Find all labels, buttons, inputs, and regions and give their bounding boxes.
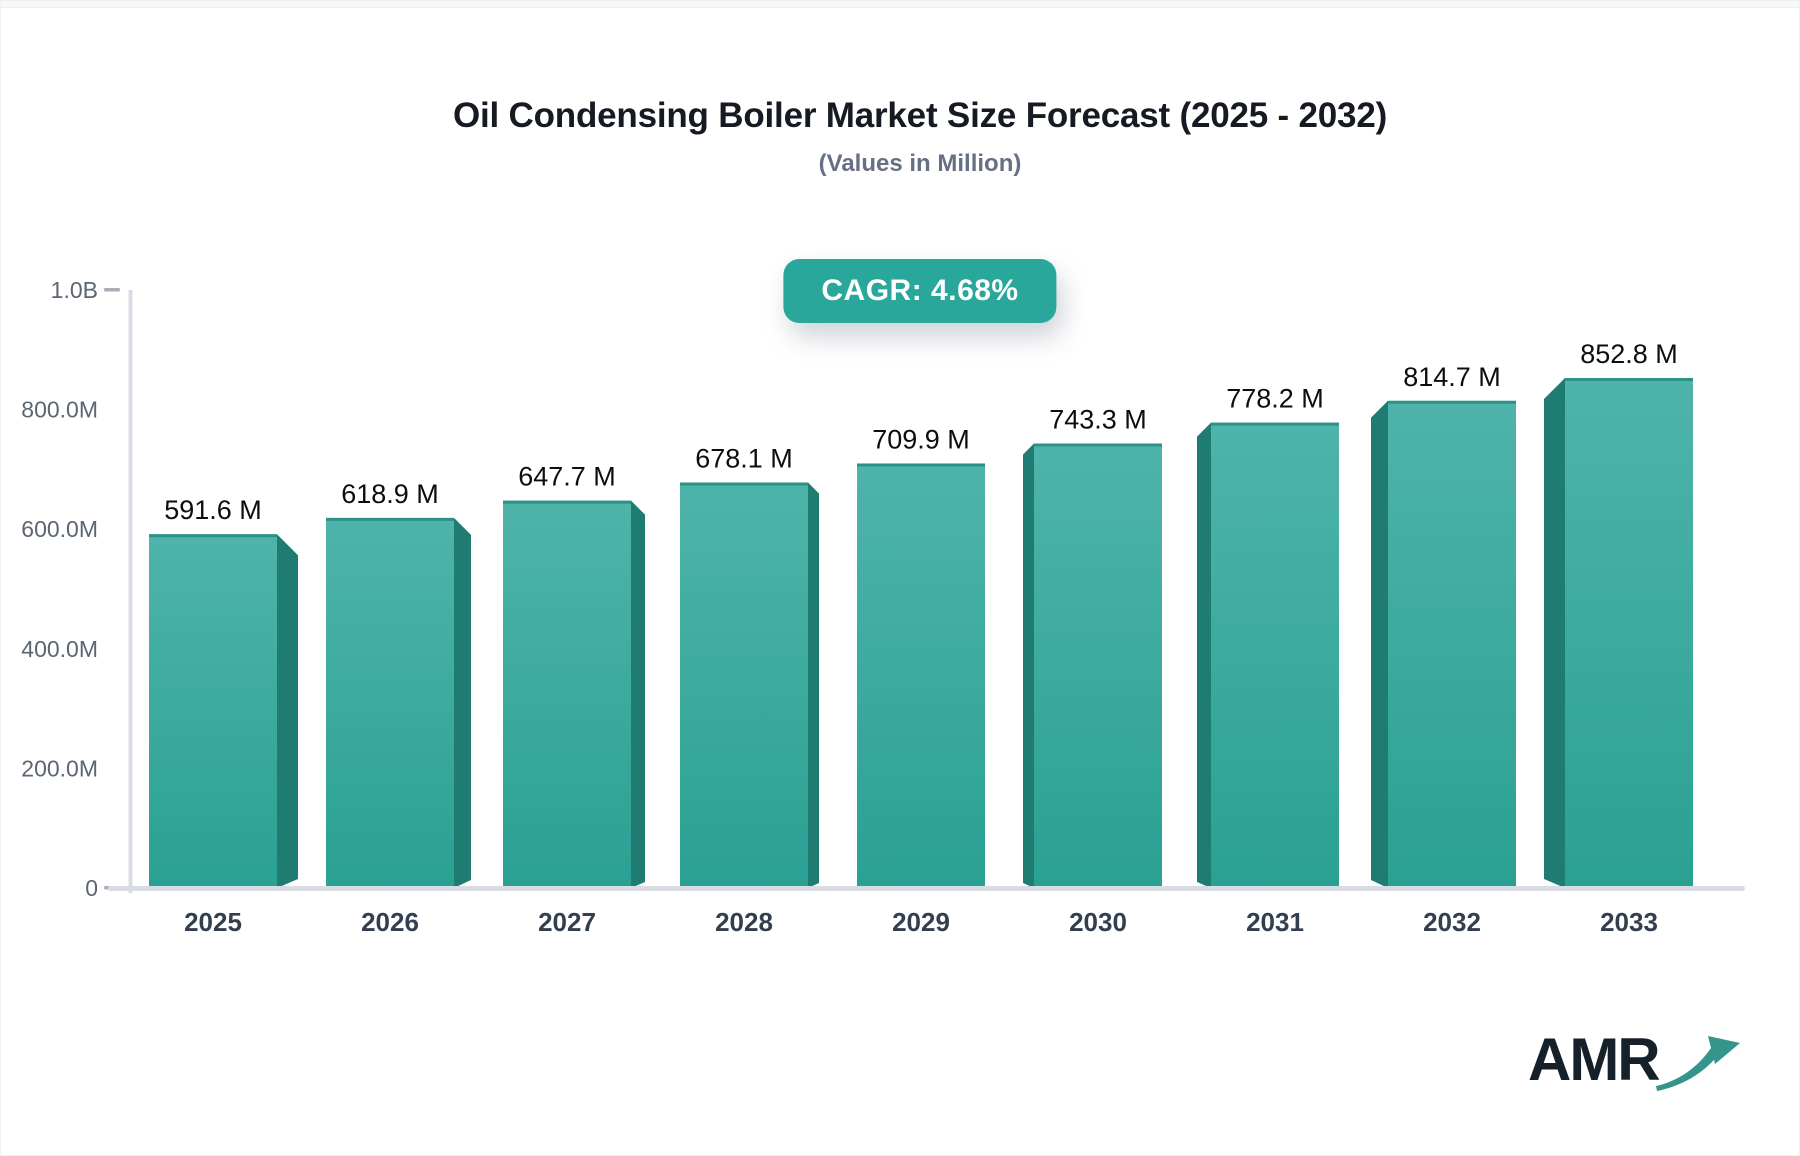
- bar-top-edge: [149, 534, 277, 538]
- bar-side-face: [1371, 400, 1388, 888]
- bar-side-face: [631, 500, 645, 888]
- bar-front-face: [1034, 443, 1162, 888]
- bar-front-face: [503, 500, 631, 888]
- bar-value-label: 647.7 M: [518, 462, 616, 492]
- bar-value-label: 852.8 M: [1580, 339, 1678, 369]
- bar-top-edge: [326, 517, 454, 521]
- cagr-badge: CAGR: 4.68%: [783, 259, 1057, 323]
- page-title: Oil Condensing Boiler Market Size Foreca…: [452, 96, 1388, 135]
- y-axis-label: 800.0M: [21, 397, 98, 423]
- bar-top-edge: [857, 463, 985, 467]
- bar-2026: [326, 517, 471, 888]
- x-axis-label: 2028: [715, 907, 773, 937]
- bar-value-label: 814.7 M: [1403, 362, 1501, 392]
- x-axis-label: 2026: [361, 907, 419, 937]
- bar-side-face: [1023, 443, 1034, 888]
- amr-logo-arrow-icon: [1655, 1036, 1740, 1091]
- y-axis-label: 1.0B: [51, 277, 98, 303]
- bar-top-edge: [1034, 443, 1162, 447]
- amr-logo: AMR: [1528, 1030, 1743, 1094]
- y-axis-label: 0: [85, 875, 98, 901]
- y-axis-label: 400.0M: [21, 636, 98, 662]
- chart-subtitle: (Values in Million): [818, 150, 1022, 177]
- bar-2030: [1023, 443, 1162, 888]
- bar-value-label: 778.2 M: [1226, 384, 1324, 414]
- bar-front-face: [680, 482, 808, 888]
- top-strip: [0, 0, 1800, 8]
- bar-value-label: 743.3 M: [1049, 405, 1147, 435]
- bar-top-edge: [680, 482, 808, 486]
- bar-2027: [503, 500, 645, 888]
- x-axis-label: 2033: [1600, 907, 1658, 937]
- bar-2028: [680, 482, 819, 888]
- bar-top-edge: [503, 500, 631, 504]
- bar-front-face: [149, 534, 277, 888]
- bar-side-face: [808, 482, 819, 888]
- y-axis-line: [128, 290, 133, 893]
- bar-side-face: [1544, 378, 1565, 888]
- x-axis-label: 2031: [1246, 907, 1304, 937]
- bar-front-face: [857, 463, 985, 888]
- x-axis-label: 2027: [538, 907, 596, 937]
- y-axis-label: 200.0M: [21, 755, 98, 781]
- bar-top-edge: [1388, 400, 1516, 404]
- bar-top-edge: [1565, 378, 1693, 382]
- bar-value-label: 618.9 M: [341, 479, 439, 509]
- bar-front-face: [1565, 378, 1693, 888]
- bar-2033: [1544, 378, 1693, 888]
- tick-dash: [104, 288, 120, 292]
- bar-side-face: [277, 534, 298, 888]
- bar-top-edge: [1211, 422, 1339, 426]
- bar-front-face: [326, 517, 454, 888]
- bar-2031: [1197, 422, 1339, 888]
- x-axis-label: 2030: [1069, 907, 1127, 937]
- bar-front-face: [1388, 400, 1516, 888]
- bar-2029: [857, 463, 985, 888]
- bar-side-face: [454, 517, 471, 888]
- x-axis-label: 2032: [1423, 907, 1481, 937]
- y-axis-label: 600.0M: [21, 516, 98, 542]
- bar-2032: [1371, 400, 1516, 888]
- bar-value-label: 591.6 M: [164, 495, 262, 525]
- x-axis-label: 2025: [184, 907, 242, 937]
- bar-side-face: [1197, 422, 1211, 888]
- x-axis-label: 2029: [892, 907, 950, 937]
- x-axis-baseline: [108, 886, 1745, 891]
- bar-value-label: 709.9 M: [872, 424, 970, 454]
- bar-2025: [149, 534, 298, 888]
- bar-value-label: 678.1 M: [695, 443, 793, 473]
- bar-front-face: [1211, 422, 1339, 888]
- amr-logo-text: AMR: [1528, 1026, 1661, 1093]
